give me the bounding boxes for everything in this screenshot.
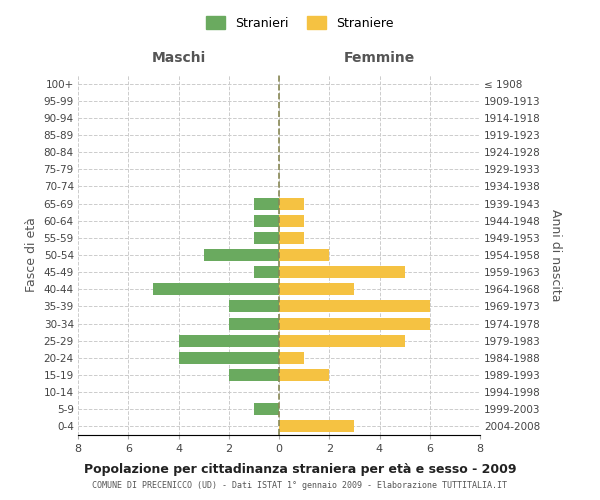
Bar [203,249,279,261]
Bar [279,334,404,346]
Bar [229,318,279,330]
Bar [254,214,279,226]
Bar [279,352,304,364]
Bar [279,198,304,209]
Bar [254,404,279,415]
Bar [254,232,279,244]
Bar [279,369,329,381]
Bar [279,214,304,226]
Bar [229,369,279,381]
Bar [229,300,279,312]
Bar [279,420,355,432]
Legend: Stranieri, Straniere: Stranieri, Straniere [202,11,398,35]
Y-axis label: Fasce di età: Fasce di età [25,218,38,292]
Bar [154,284,279,296]
Bar [279,318,430,330]
Text: Maschi: Maschi [151,51,206,65]
Bar [279,284,355,296]
Bar [279,266,404,278]
Bar [179,334,279,346]
Bar [279,300,430,312]
Bar [279,249,329,261]
Y-axis label: Anni di nascita: Anni di nascita [549,209,562,301]
Text: Femmine: Femmine [344,51,415,65]
Text: COMUNE DI PRECENICCO (UD) - Dati ISTAT 1° gennaio 2009 - Elaborazione TUTTITALIA: COMUNE DI PRECENICCO (UD) - Dati ISTAT 1… [92,481,508,490]
Bar [254,266,279,278]
Text: Popolazione per cittadinanza straniera per età e sesso - 2009: Popolazione per cittadinanza straniera p… [84,462,516,475]
Bar [179,352,279,364]
Bar [279,232,304,244]
Bar [254,198,279,209]
